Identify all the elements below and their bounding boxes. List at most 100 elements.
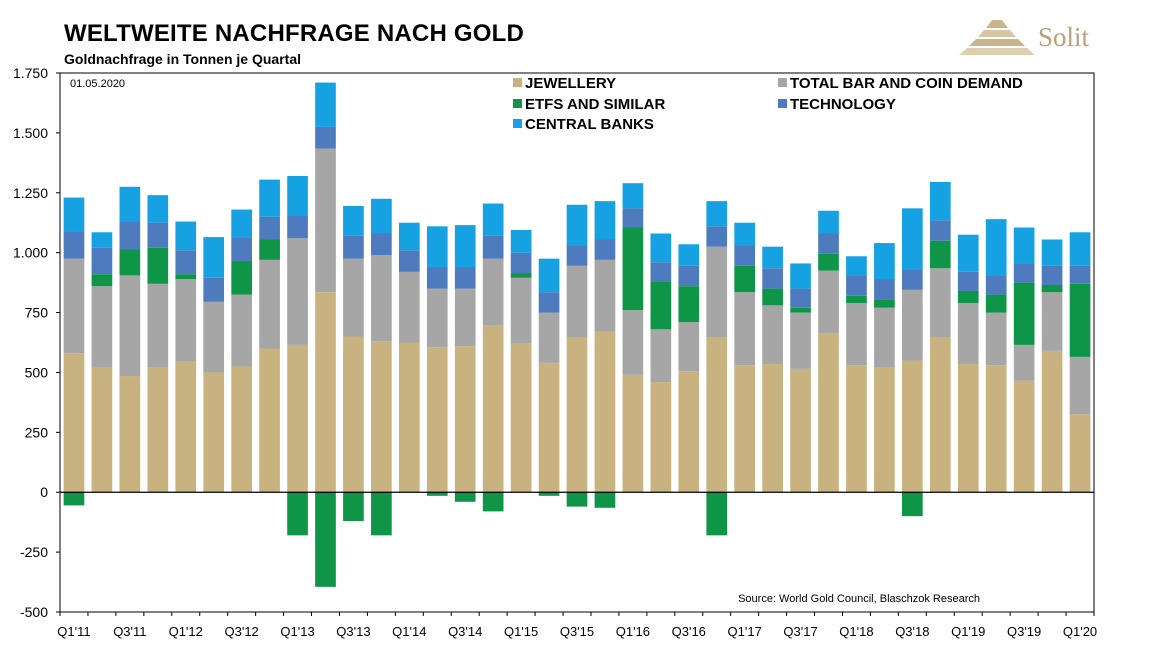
bar-jewellery-29: [874, 367, 895, 493]
bar-jewellery-18: [566, 337, 588, 493]
bar-total-bar-and-coin-demand-3: [147, 283, 169, 368]
bar-central-banks-3: [147, 195, 169, 223]
bar-etfs-and-similar-9: [315, 492, 336, 587]
bar-central-banks-9: [315, 82, 336, 127]
bar-total-bar-and-coin-demand-27: [818, 270, 839, 333]
bar-central-banks-25: [762, 246, 783, 269]
bar-central-banks-32: [957, 234, 979, 272]
legend-swatch: [513, 99, 522, 108]
bar-technology-2: [119, 221, 141, 250]
bar-etfs-and-similar-16: [510, 273, 532, 278]
bar-jewellery-3: [147, 367, 169, 493]
bar-technology-36: [1069, 265, 1091, 284]
bar-etfs-and-similar-10: [343, 492, 364, 521]
bar-total-bar-and-coin-demand-2: [119, 275, 141, 377]
y-tick-label: 1.000: [13, 245, 48, 261]
bar-jewellery-36: [1069, 414, 1091, 493]
x-tick-label: Q3'17: [783, 624, 817, 639]
bar-etfs-and-similar-34: [1013, 282, 1035, 345]
bar-central-banks-2: [119, 186, 141, 222]
x-tick-label: Q3'19: [1007, 624, 1041, 639]
bar-etfs-and-similar-31: [929, 240, 951, 269]
bar-jewellery-33: [985, 365, 1007, 493]
bar-total-bar-and-coin-demand-25: [762, 305, 783, 365]
bar-jewellery-30: [902, 360, 923, 493]
bar-central-banks-1: [91, 232, 113, 248]
bar-jewellery-13: [426, 347, 448, 493]
bar-technology-11: [371, 233, 392, 256]
bar-central-banks-36: [1069, 232, 1091, 266]
bar-etfs-and-similar-36: [1069, 283, 1091, 357]
legend-label: ETFS AND SIMILAR: [525, 96, 665, 113]
bar-etfs-and-similar-21: [650, 281, 672, 330]
bar-total-bar-and-coin-demand-31: [929, 268, 951, 338]
axes-layer: -500 -250 0 250 500 750 1.000 1.250 1.500 1.750 Q1…: [13, 65, 1097, 639]
bar-central-banks-28: [846, 256, 867, 276]
bar-technology-25: [762, 268, 783, 289]
bar-etfs-and-similar-7: [259, 239, 280, 260]
x-tick-label: Q1'19: [951, 624, 985, 639]
bar-technology-16: [510, 252, 532, 274]
bar-technology-32: [957, 271, 979, 291]
bar-etfs-and-similar-11: [371, 492, 392, 536]
bar-total-bar-and-coin-demand-10: [343, 258, 364, 337]
bar-technology-1: [91, 247, 113, 275]
bar-etfs-and-similar-25: [762, 288, 783, 306]
bar-etfs-and-similar-6: [231, 261, 252, 295]
bar-technology-7: [259, 216, 280, 240]
bar-jewellery-23: [706, 337, 728, 493]
bar-jewellery-17: [538, 362, 560, 493]
bar-etfs-and-similar-26: [790, 307, 811, 313]
bar-jewellery-14: [454, 346, 476, 493]
bar-technology-15: [482, 235, 504, 259]
bar-technology-35: [1041, 265, 1063, 285]
bar-etfs-and-similar-24: [734, 265, 756, 293]
bar-total-bar-and-coin-demand-20: [622, 310, 644, 375]
bar-etfs-and-similar-33: [985, 294, 1007, 313]
bar-jewellery-2: [119, 376, 141, 493]
x-tick-label: Q3'18: [895, 624, 929, 639]
bar-etfs-and-similar-14: [454, 492, 476, 502]
bar-central-banks-11: [371, 198, 392, 234]
bar-total-bar-and-coin-demand-0: [63, 258, 85, 354]
y-tick-label: 750: [25, 305, 49, 321]
source-note: Source: World Gold Council, Blaschzok Re…: [738, 593, 980, 605]
bar-technology-22: [678, 265, 700, 287]
bar-etfs-and-similar-1: [91, 274, 113, 287]
bar-total-bar-and-coin-demand-12: [398, 271, 420, 343]
bar-total-bar-and-coin-demand-11: [371, 255, 392, 342]
bar-jewellery-4: [175, 361, 197, 493]
bar-total-bar-and-coin-demand-30: [902, 289, 923, 361]
bar-jewellery-11: [371, 341, 392, 493]
bar-technology-20: [622, 208, 644, 228]
y-tick-label: -250: [20, 544, 48, 560]
bar-etfs-and-similar-32: [957, 291, 979, 303]
bar-technology-4: [175, 250, 197, 275]
solit-logo: Solit: [958, 16, 1108, 60]
bar-jewellery-28: [846, 365, 867, 493]
bars-layer: [63, 82, 1091, 587]
bar-jewellery-10: [343, 336, 364, 493]
bar-technology-18: [566, 245, 588, 266]
bar-etfs-and-similar-3: [147, 247, 169, 284]
bar-jewellery-0: [63, 353, 85, 493]
x-tick-label: Q1'12: [169, 624, 203, 639]
bar-technology-17: [538, 292, 560, 313]
x-tick-label: Q1'20: [1063, 624, 1097, 639]
bar-total-bar-and-coin-demand-8: [287, 238, 308, 345]
logo-text: Solit: [1038, 22, 1090, 52]
bar-technology-10: [343, 235, 364, 259]
bar-jewellery-15: [482, 325, 504, 493]
bar-jewellery-1: [91, 367, 113, 493]
legend-swatch: [778, 78, 787, 87]
bar-total-bar-and-coin-demand-7: [259, 259, 280, 349]
bar-technology-26: [790, 288, 811, 308]
x-tick-label: Q1'16: [616, 624, 650, 639]
bar-central-banks-15: [482, 203, 504, 236]
bar-central-banks-4: [175, 221, 197, 251]
bar-central-banks-5: [203, 237, 225, 278]
bar-central-banks-34: [1013, 227, 1035, 264]
bar-etfs-and-similar-30: [902, 492, 923, 517]
x-tick-label: Q1'11: [57, 624, 90, 639]
bar-etfs-and-similar-2: [119, 249, 141, 276]
